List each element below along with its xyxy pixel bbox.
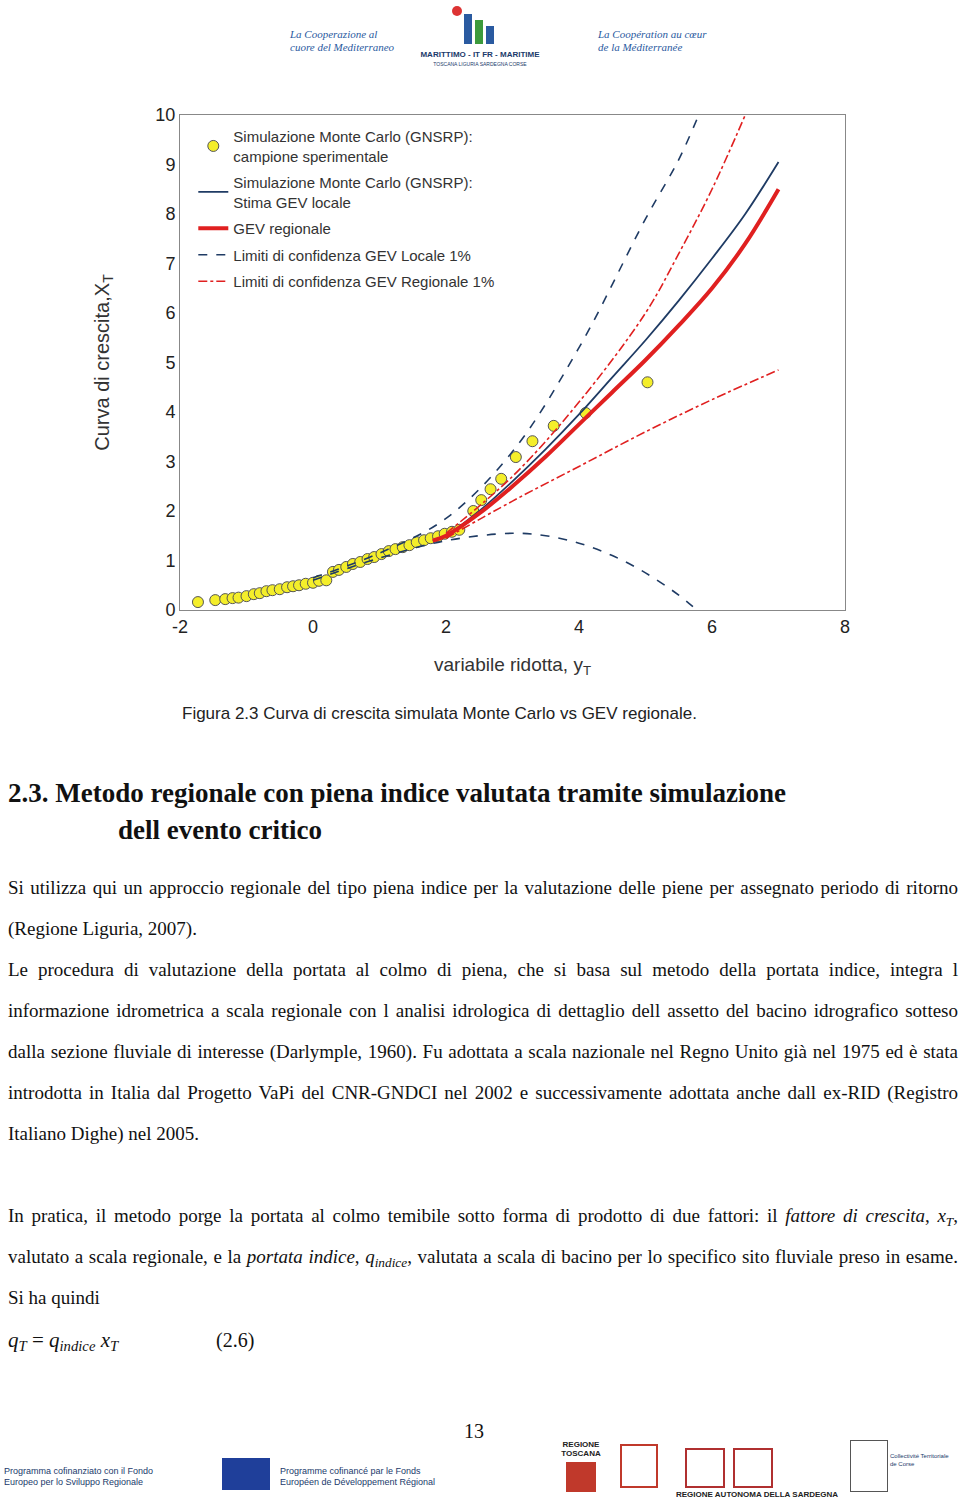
svg-text:8: 8	[165, 204, 175, 224]
svg-text:5: 5	[165, 353, 175, 373]
svg-text:9: 9	[165, 155, 175, 175]
svg-text:4: 4	[574, 617, 584, 637]
svg-text:variabile ridotta, y​T​: variabile ridotta, y​T​	[434, 654, 591, 678]
html-text:Si utilizza qui un approccio r: Si utilizza qui un approccio regionale d…	[8, 877, 958, 939]
html-text:REGIONE AUTONOMA DELLA SARDEGN: REGIONE AUTONOMA DELLA SARDEGNA	[676, 1490, 839, 1499]
svg-text:1: 1	[165, 551, 175, 571]
svg-text:-2: -2	[172, 617, 188, 637]
html-text:La Cooperazione al cuore del M: La Cooperazione al cuore del Mediterrane…	[290, 28, 395, 53]
html-text:Figura 2.3 Curva di crescita s: Figura 2.3 Curva di crescita simulata Mo…	[182, 704, 697, 723]
html-text:La Coopération au cœur de la M: La Coopération au cœur de la Méditerrané…	[598, 28, 707, 53]
svg-text:2: 2	[441, 617, 451, 637]
svg-text:6: 6	[165, 303, 175, 323]
svg-text:10: 10	[155, 105, 175, 125]
html-text:TOSCANA LIGURIA SARDEGNA CORSE: TOSCANA LIGURIA SARDEGNA CORSE	[433, 61, 527, 67]
html-text:2.3. Metodo regionale con pien: 2.3. Metodo regionale con piena indice v…	[8, 778, 786, 808]
svg-text:2: 2	[165, 501, 175, 521]
svg-text:4: 4	[165, 402, 175, 422]
svg-text:0: 0	[308, 617, 318, 637]
svg-text:0: 0	[165, 600, 175, 620]
html-text:13: 13	[464, 1420, 484, 1442]
html-text:Le procedura di valutazione de: Le procedura di valutazione della portat…	[8, 959, 958, 1144]
html-text:dell evento critico: dell evento critico	[118, 815, 322, 845]
html-text:Programma cofinanziato con il: Programma cofinanziato con il Fondo Euro…	[4, 1466, 154, 1487]
svg-text:3: 3	[165, 452, 175, 472]
svg-text:Simulazione Monte Carlo (GNSRP: Simulazione Monte Carlo (GNSRP):campione…	[233, 128, 472, 165]
svg-text:Limiti di confidenza GEV Local: Limiti di confidenza GEV Locale 1%	[233, 247, 471, 264]
svg-text:7: 7	[165, 254, 175, 274]
html-text:REGIONE TOSCANA: REGIONE TOSCANA	[561, 1440, 601, 1458]
svg-text:GEV regionale: GEV regionale	[233, 220, 331, 237]
html-text:MARITTIMO - IT FR - MARITIME: MARITTIMO - IT FR - MARITIME	[420, 50, 540, 59]
html-text:Programme cofinancé par le Fon: Programme cofinancé par le Fonds Europée…	[280, 1466, 436, 1487]
html-text:In pratica, il metodo porge la: In pratica, il metodo porge la portata a…	[8, 1205, 958, 1308]
html-text:Collectivité Territoriale de C: Collectivité Territoriale de Corse	[890, 1453, 949, 1467]
svg-text:Simulazione Monte Carlo (GNSRP: Simulazione Monte Carlo (GNSRP):Stima GE…	[233, 174, 472, 211]
svg-text:8: 8	[840, 617, 850, 637]
svg-text:Curva di crescita,X​T​: Curva di crescita,X​T​	[91, 274, 116, 451]
svg-text:Limiti di confidenza GEV Regio: Limiti di confidenza GEV Regionale 1%	[233, 273, 494, 290]
svg-text:6: 6	[707, 617, 717, 637]
html-text:(2.6): (2.6)	[216, 1329, 255, 1351]
html-text:qT= qindice xT: qT= qindice xT	[8, 1328, 119, 1355]
